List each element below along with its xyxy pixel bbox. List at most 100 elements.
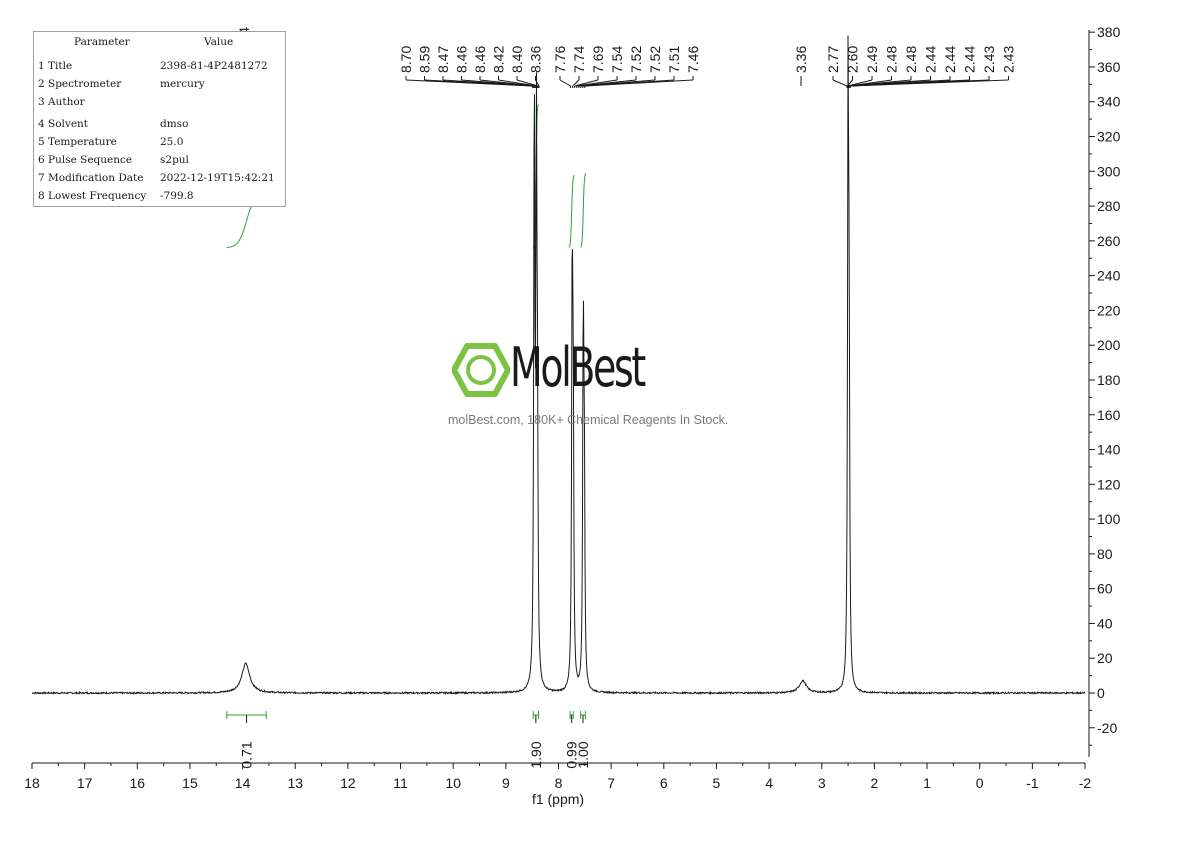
parameter-name: 4 Solvent: [38, 118, 89, 130]
y-tick-label: 80: [1097, 546, 1113, 562]
spectrum-trace: [31, 35, 1086, 696]
integral-value: 1.00: [575, 741, 591, 768]
parameter-name: 3 Author: [38, 96, 85, 108]
parameter-row: 3 Author: [38, 94, 160, 110]
peak-label: 2.43: [1001, 46, 1017, 73]
y-tick-label: 320: [1097, 129, 1121, 145]
peak-label-connector: [498, 79, 538, 87]
integral-markers: 0.71 1.90 0.991.00: [226, 711, 591, 769]
x-tick-label: 0: [976, 775, 984, 791]
y-tick-label: 60: [1097, 581, 1113, 597]
axes: 18 17 16 15 14 13 12 11 10 9 8 7 6 5 4 3 2 1 0 -1 -238036034…: [24, 24, 1120, 791]
y-tick-label: 380: [1097, 24, 1121, 40]
parameter-value: mercury: [160, 78, 205, 90]
peak-label: 8.46: [454, 46, 470, 73]
peak-label: 2.44: [942, 46, 958, 73]
peak-label: 7.74: [571, 46, 587, 73]
parameter-row: 2 Spectrometer mercury: [38, 76, 205, 92]
y-tick-label: 140: [1097, 442, 1121, 458]
x-tick-label: 8: [555, 775, 563, 791]
peak-label: 2.48: [903, 46, 919, 73]
peak-label: 7.69: [590, 46, 606, 73]
parameter-row: 6 Pulse Sequence s2pul: [38, 152, 189, 168]
peak-label: 8.42: [491, 46, 507, 73]
x-tick-label: 2: [871, 775, 879, 791]
x-tick-label: 16: [130, 775, 146, 791]
y-tick-label: 120: [1097, 476, 1121, 492]
x-tick-label: 5: [713, 775, 721, 791]
peak-label: 8.70: [398, 46, 414, 73]
peak-label: 2.44: [923, 46, 939, 73]
parameter-name: 6 Pulse Sequence: [38, 154, 133, 166]
parameter-row: 8 Lowest Frequency -799.8: [38, 188, 194, 204]
parameter-value: 25.0: [160, 136, 184, 148]
parameter-table: Parameter Value 1 Title 2398-81-4P2481272…: [33, 31, 286, 207]
y-tick-label: 180: [1097, 372, 1121, 388]
parameter-value: 2398-81-4P2481272: [160, 60, 268, 72]
peak-label: 2.77: [825, 46, 841, 73]
peak-label: 2.43: [981, 46, 997, 73]
peak-label-connector: [832, 79, 848, 87]
peak-label: 2.60: [845, 46, 861, 73]
peak-label-connector: [584, 79, 694, 87]
parameter-row: 1 Title 2398-81-4P2481272: [38, 58, 268, 74]
x-tick-label: -1: [1026, 775, 1039, 791]
peak-label: 2.48: [884, 46, 900, 73]
y-tick-label: 220: [1097, 302, 1121, 318]
integral-value: 1.90: [528, 741, 544, 768]
y-tick-label: 240: [1097, 268, 1121, 284]
peak-label: 7.54: [609, 46, 625, 73]
peak-labels: 13.948.708.598.478.468.468.428.408.367.7…: [236, 27, 1017, 88]
peak-label-connector: [574, 79, 599, 87]
peak-label: 8.47: [435, 46, 451, 73]
peak-label-connector: [479, 79, 537, 87]
x-tick-label: 11: [393, 775, 408, 791]
y-tick-label: 160: [1097, 407, 1121, 423]
integral-value: 0.71: [239, 741, 255, 768]
parameter-header: Parameter: [74, 36, 130, 48]
y-tick-label: 280: [1097, 198, 1121, 214]
benzene-logo-icon: [452, 343, 510, 397]
y-tick-label: 0: [1097, 685, 1105, 701]
peak-label: 8.59: [417, 46, 433, 73]
peak-label-connector: [846, 79, 853, 87]
peak-label: 2.44: [962, 46, 978, 73]
x-tick-label: 12: [340, 775, 356, 791]
peak-label-connector: [576, 79, 618, 87]
x-tick-label: 3: [818, 775, 826, 791]
parameter-value: dmso: [160, 118, 189, 130]
x-tick-label: 13: [287, 775, 303, 791]
watermark-tagline: molBest.com, 180K+ Chemical Reagents In …: [448, 413, 729, 427]
peak-label: 7.76: [552, 46, 568, 73]
parameter-value: 2022-12-19T15:42:21: [160, 172, 275, 184]
parameter-name: 5 Temperature: [38, 136, 117, 148]
integral-value: 0.99: [564, 741, 580, 768]
x-tick-label: 7: [607, 775, 615, 791]
parameter-row: 7 Modification Date 2022-12-19T15:42:21: [38, 170, 275, 186]
parameter-row: 4 Solvent dmso: [38, 116, 188, 132]
x-tick-label: 4: [765, 775, 773, 791]
peak-label-connector: [850, 79, 1009, 87]
parameter-name: 1 Title: [38, 60, 73, 72]
integral-curve: [568, 174, 575, 248]
parameter-name: 8 Lowest Frequency: [38, 190, 147, 202]
parameter-name: 2 Spectrometer: [38, 78, 122, 90]
peak-label-connector: [516, 79, 539, 87]
parameter-name: 7 Modification Date: [38, 172, 144, 184]
x-axis-label: f1 (ppm): [532, 791, 584, 807]
x-tick-label: 14: [235, 775, 251, 791]
x-tick-label: -2: [1079, 775, 1092, 791]
x-tick-label: 10: [445, 775, 461, 791]
y-tick-label: 100: [1097, 511, 1121, 527]
peak-label: 8.36: [528, 46, 544, 73]
peak-label: 3.36: [793, 46, 809, 73]
y-tick-label: 360: [1097, 59, 1121, 75]
peak-label-connector: [572, 79, 580, 87]
peak-label: 8.46: [472, 46, 488, 73]
x-tick-label: 6: [660, 775, 668, 791]
y-tick-label: 40: [1097, 615, 1113, 631]
y-tick-label: 340: [1097, 94, 1121, 110]
spectrum-line: [31, 35, 1086, 696]
x-tick-label: 18: [24, 775, 40, 791]
